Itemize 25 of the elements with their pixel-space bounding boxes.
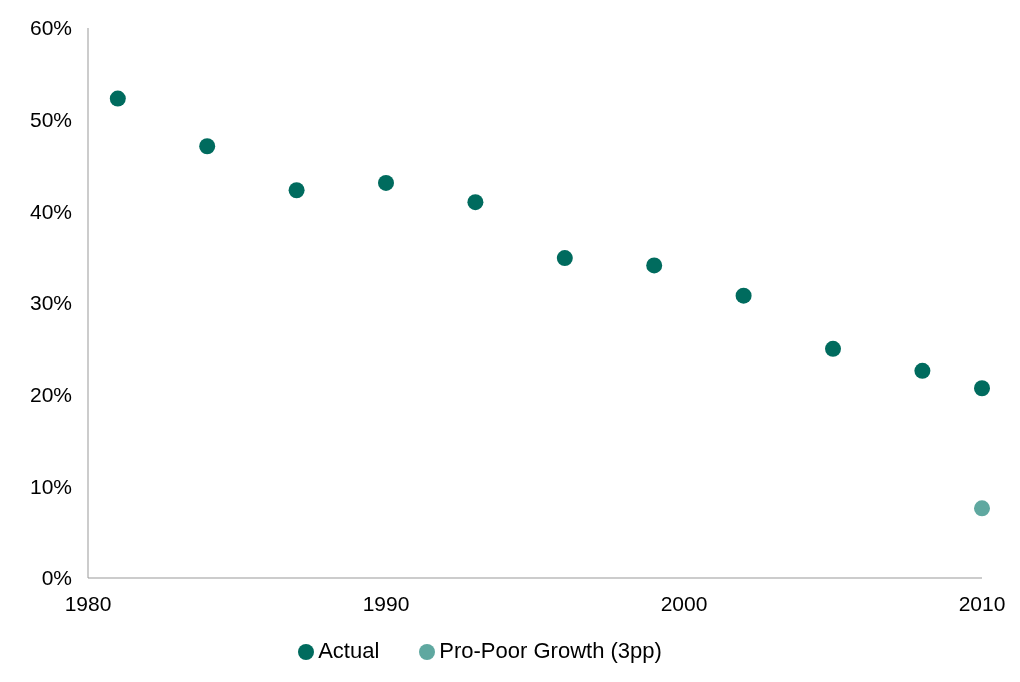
point [109,90,126,107]
point [467,194,484,211]
point [914,362,931,379]
point [378,174,394,191]
legend-label: Actual [318,638,380,663]
legend-label: Pro-Poor Growth (3pp) [439,638,662,663]
point [199,138,216,155]
y-tick-label: 40% [29,199,72,223]
point [646,257,663,274]
y-tick-label: 50% [29,108,72,132]
y-tick-label: 10% [29,474,72,498]
x-tick-label: 1990 [362,591,410,615]
point [825,340,841,357]
x-tick-label: 2010 [958,591,1006,615]
x-tick-label: 1980 [64,591,112,615]
point [974,380,990,397]
y-tick-label: 30% [29,291,72,315]
y-tick-label: 60% [29,16,72,40]
point [288,182,305,199]
y-tick-label: 20% [29,383,72,407]
point [735,287,752,304]
y-tick-label: 0% [41,566,72,590]
point [556,250,573,267]
point [974,500,990,517]
x-tick-label: 2000 [660,591,708,615]
